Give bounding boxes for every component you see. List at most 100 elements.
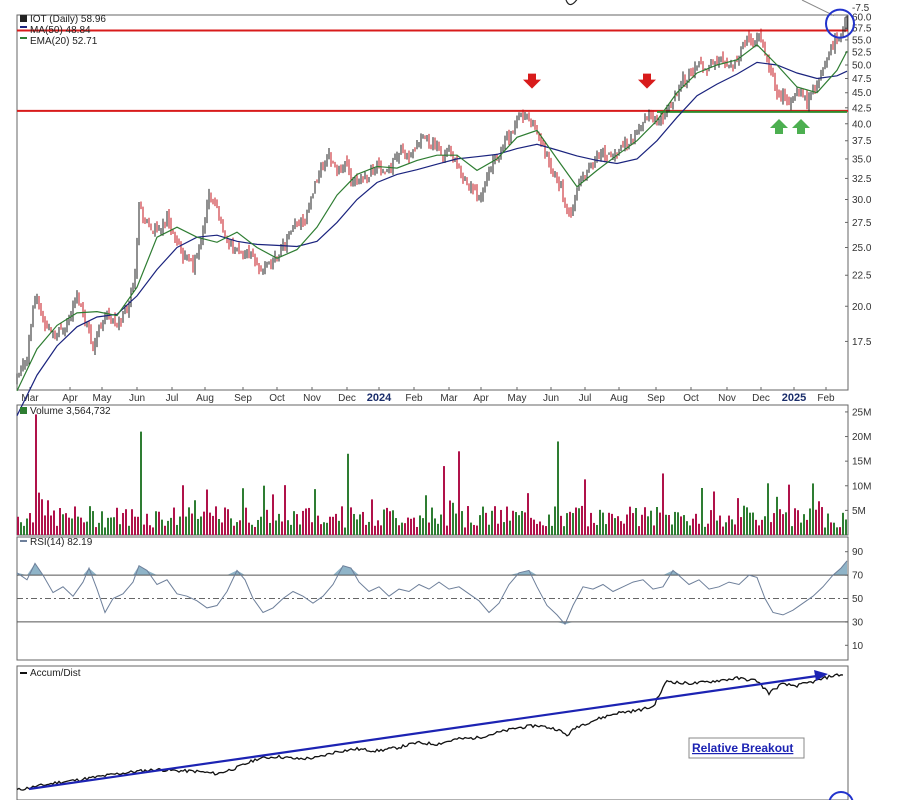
rsi-tick-label: 50: [852, 594, 864, 605]
volume-bar: [689, 525, 691, 535]
volume-bar: [50, 515, 52, 535]
volume-bar: [692, 518, 694, 535]
volume-bar: [551, 525, 553, 535]
volume-bar: [437, 523, 439, 535]
volume-bar: [749, 512, 751, 535]
volume-bar: [41, 499, 43, 535]
volume-bar: [188, 507, 190, 535]
rsi-legend-swatch: [20, 540, 27, 542]
volume-bar: [440, 514, 442, 535]
volume-bar: [224, 507, 226, 535]
volume-bar: [626, 514, 628, 535]
x-tick-label: 2025: [782, 392, 806, 404]
volume-bar: [23, 525, 25, 535]
volume-bar: [20, 522, 22, 535]
volume-bar: [182, 485, 184, 535]
price-tick-label: 20.0: [852, 302, 872, 313]
volume-bar: [260, 516, 262, 535]
volume-bar: [389, 511, 391, 535]
breakout-label: Relative Breakout: [692, 741, 793, 755]
volume-bar: [302, 510, 304, 535]
volume-bar: [644, 507, 646, 535]
volume-bar: [842, 512, 844, 535]
volume-bar: [755, 519, 757, 535]
volume-bar: [497, 523, 499, 535]
x-tick-label: Apr: [62, 393, 78, 404]
volume-bar: [284, 485, 286, 535]
volume-bar: [38, 492, 40, 535]
volume-bar: [269, 522, 271, 535]
volume-bar: [329, 516, 331, 535]
volume-bar: [578, 508, 580, 535]
legend-entry: EMA(20) 52.71: [30, 36, 98, 47]
price-tick-label: 57.5: [852, 24, 872, 35]
volume-bar: [569, 511, 571, 535]
volume-bar: [515, 512, 517, 535]
trendline: [28, 674, 818, 791]
down-arrow: [638, 73, 656, 89]
volume-bar: [425, 495, 427, 535]
volume-bar: [587, 526, 589, 535]
volume-bar: [782, 514, 784, 535]
volume-bar: [809, 508, 811, 535]
volume-bar: [806, 519, 808, 535]
volume-tick-label: 25M: [852, 407, 871, 418]
volume-bar: [353, 513, 355, 535]
volume-bar: [77, 516, 79, 535]
volume-bar: [788, 484, 790, 535]
volume-bar: [254, 526, 256, 535]
volume-bar: [326, 522, 328, 535]
volume-bar: [233, 525, 235, 535]
volume-bar: [623, 523, 625, 535]
volume-bar: [752, 512, 754, 535]
legend-entry: MA(50) 48.84: [30, 25, 91, 36]
volume-bar: [548, 514, 550, 535]
volume-bar: [527, 493, 529, 535]
volume-bar: [557, 441, 559, 535]
volume-bar: [461, 511, 463, 535]
volume-bar: [443, 466, 445, 535]
volume-bar: [827, 513, 829, 535]
volume-bar: [242, 488, 244, 535]
volume-bar: [134, 516, 136, 535]
volume-bar: [107, 517, 109, 535]
price-tick-label: 40.0: [852, 119, 872, 130]
volume-bar: [110, 517, 112, 535]
volume-bar: [383, 509, 385, 535]
volume-bar: [65, 513, 67, 535]
volume-bar: [113, 517, 115, 535]
volume-bar: [593, 522, 595, 535]
volume-bar: [467, 506, 469, 535]
volume-bar: [17, 516, 19, 535]
volume-bar: [470, 522, 472, 535]
volume-bar: [287, 520, 289, 535]
price-tick-label: 55.0: [852, 35, 872, 46]
volume-bar: [500, 509, 502, 535]
volume-bar: [86, 521, 88, 535]
volume-bar: [740, 517, 742, 535]
volume-bar: [542, 525, 544, 535]
volume-bar: [395, 518, 397, 535]
volume-bar: [452, 502, 454, 535]
volume-bar: [272, 494, 274, 535]
volume-bar: [350, 507, 352, 535]
bottom-circle: [828, 791, 854, 800]
volume-bar: [176, 524, 178, 535]
volume-bar: [95, 527, 97, 535]
volume-bar: [206, 489, 208, 535]
volume-bar: [458, 451, 460, 535]
volume-bar: [629, 506, 631, 535]
volume-bar: [164, 525, 166, 535]
x-tick-label: Feb: [817, 393, 835, 404]
volume-bar: [455, 513, 457, 535]
volume-bar: [800, 522, 802, 535]
volume-bar: [104, 527, 106, 535]
volume-bar: [320, 524, 322, 535]
rsi-tick-label: 10: [852, 641, 864, 652]
volume-bar: [215, 506, 217, 535]
top-edge-mark: [565, 0, 578, 6]
volume-bar: [506, 506, 508, 535]
volume-bar: [203, 511, 205, 535]
volume-bar: [266, 509, 268, 535]
price-tick-label: 25.0: [852, 243, 872, 254]
